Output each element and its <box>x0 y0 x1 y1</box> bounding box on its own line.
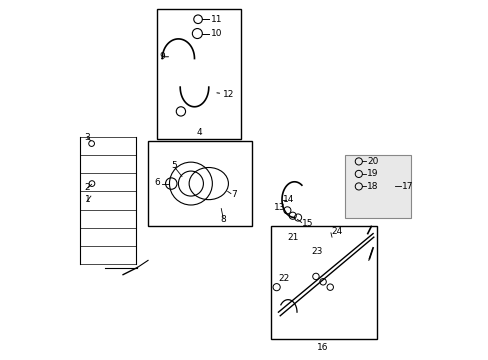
Text: 10: 10 <box>210 29 222 38</box>
Text: 11: 11 <box>210 15 222 24</box>
Text: 20: 20 <box>366 157 378 166</box>
Text: 3: 3 <box>84 132 90 141</box>
Text: 18: 18 <box>366 182 378 191</box>
Bar <box>344 155 410 217</box>
Bar <box>148 141 251 226</box>
Text: 19: 19 <box>366 170 378 179</box>
Text: 24: 24 <box>330 227 342 236</box>
Text: 16: 16 <box>317 343 328 352</box>
Text: 5: 5 <box>171 161 177 170</box>
Text: 13: 13 <box>274 203 285 212</box>
Text: 8: 8 <box>220 215 226 224</box>
Text: 7: 7 <box>231 190 237 199</box>
Text: 9: 9 <box>159 52 165 61</box>
Text: 4: 4 <box>197 128 202 137</box>
Bar <box>157 9 241 139</box>
Text: 2: 2 <box>84 183 90 192</box>
Text: 21: 21 <box>287 233 298 242</box>
Text: 15: 15 <box>301 219 312 228</box>
Text: 6: 6 <box>154 178 160 187</box>
Text: 1: 1 <box>84 195 90 204</box>
Text: 14: 14 <box>283 195 294 204</box>
Bar <box>271 226 376 339</box>
Text: 22: 22 <box>278 274 289 283</box>
Text: 12: 12 <box>223 90 234 99</box>
Text: 23: 23 <box>311 247 323 256</box>
Text: 17: 17 <box>401 182 412 191</box>
